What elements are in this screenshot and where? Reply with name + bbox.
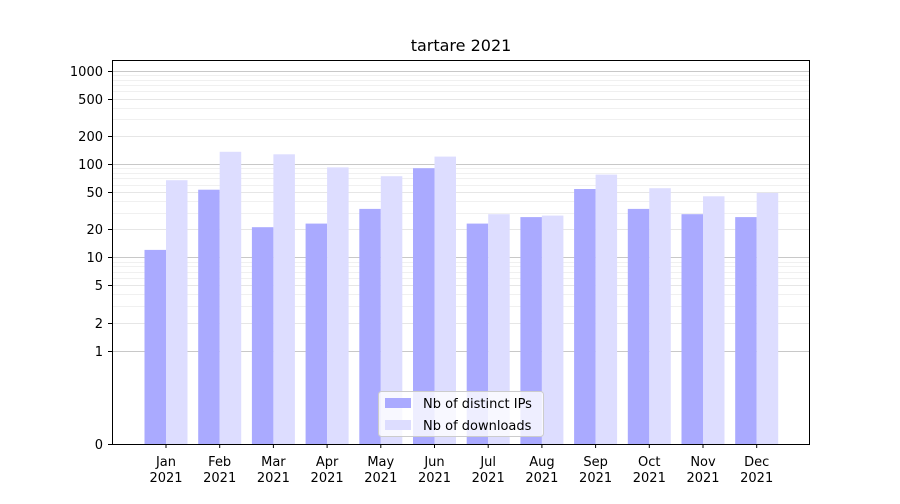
bar-downloads [595, 174, 618, 444]
legend-label-ips: Nb of distinct IPs [423, 397, 532, 412]
x-tick-label: Mar 2021 [257, 455, 290, 486]
y-tick-label: 0 [95, 438, 103, 453]
bar-distinct-ips [627, 208, 650, 444]
bar-distinct-ips [198, 189, 220, 444]
x-tick-label: Feb 2021 [203, 455, 236, 486]
legend-label-downloads: Nb of downloads [423, 419, 532, 434]
x-axis: Jan 2021 Feb 2021 Mar 2021 Apr 2021 May 2021 Jun 20… [149, 444, 773, 486]
y-tick-label: 500 [78, 93, 103, 108]
bar-downloads [327, 167, 349, 444]
plot-frame [112, 60, 810, 445]
y-tick-label: 1000 [70, 65, 103, 80]
bar-distinct-ips [359, 208, 381, 444]
y-tick-label: 50 [86, 186, 103, 201]
x-tick-label: Jan 2021 [149, 455, 182, 486]
y-tick-label: 200 [78, 130, 103, 145]
x-tick-label: Dec 2021 [740, 455, 773, 486]
x-tick-label: Apr 2021 [311, 455, 344, 486]
x-tick-label: Aug 2021 [525, 455, 558, 486]
bar-distinct-ips [251, 227, 274, 444]
x-tick-label: Jul 2021 [472, 455, 505, 486]
bars [144, 151, 779, 445]
legend-swatch-ips [385, 398, 411, 408]
x-tick-label: Oct 2021 [633, 455, 666, 486]
y-tick-label: 10 [86, 251, 103, 266]
legend-box [378, 391, 544, 437]
bar-distinct-ips [574, 189, 596, 444]
y-tick-label: 1 [95, 345, 103, 360]
bar-downloads [703, 196, 725, 444]
bar-distinct-ips [466, 223, 489, 444]
bar-distinct-ips [520, 217, 542, 444]
y-tick-label: 20 [86, 223, 103, 238]
y-axis: 0 1 2 5 10 20 50 100 200 500 1000 [70, 65, 112, 453]
bar-downloads [434, 156, 456, 444]
y-tick-label: 5 [95, 279, 103, 294]
bar-distinct-ips [735, 217, 757, 444]
bar-distinct-ips [144, 249, 166, 444]
bar-downloads [649, 188, 671, 444]
x-tick-label: Nov 2021 [686, 455, 719, 486]
x-tick-label: May 2021 [364, 455, 397, 486]
y-tick-label: 2 [95, 317, 103, 332]
legend: Nb of distinct IPs Nb of downloads [378, 391, 544, 437]
bar-distinct-ips [681, 214, 703, 444]
bar-downloads [488, 214, 510, 444]
y-tick-label: 100 [78, 158, 103, 173]
bar-downloads [219, 151, 242, 445]
bar-distinct-ips [305, 223, 328, 444]
bar-downloads [166, 180, 188, 444]
bar-downloads [756, 192, 779, 444]
bar-downloads [541, 215, 564, 444]
bar-downloads [380, 176, 403, 444]
legend-swatch-downloads [385, 420, 411, 430]
bar-downloads [273, 154, 295, 445]
x-tick-label: Jun 2021 [418, 455, 451, 486]
chart-title: tartare 2021 [411, 36, 512, 55]
x-tick-label: Sep 2021 [579, 455, 612, 486]
bar-distinct-ips [413, 168, 435, 444]
